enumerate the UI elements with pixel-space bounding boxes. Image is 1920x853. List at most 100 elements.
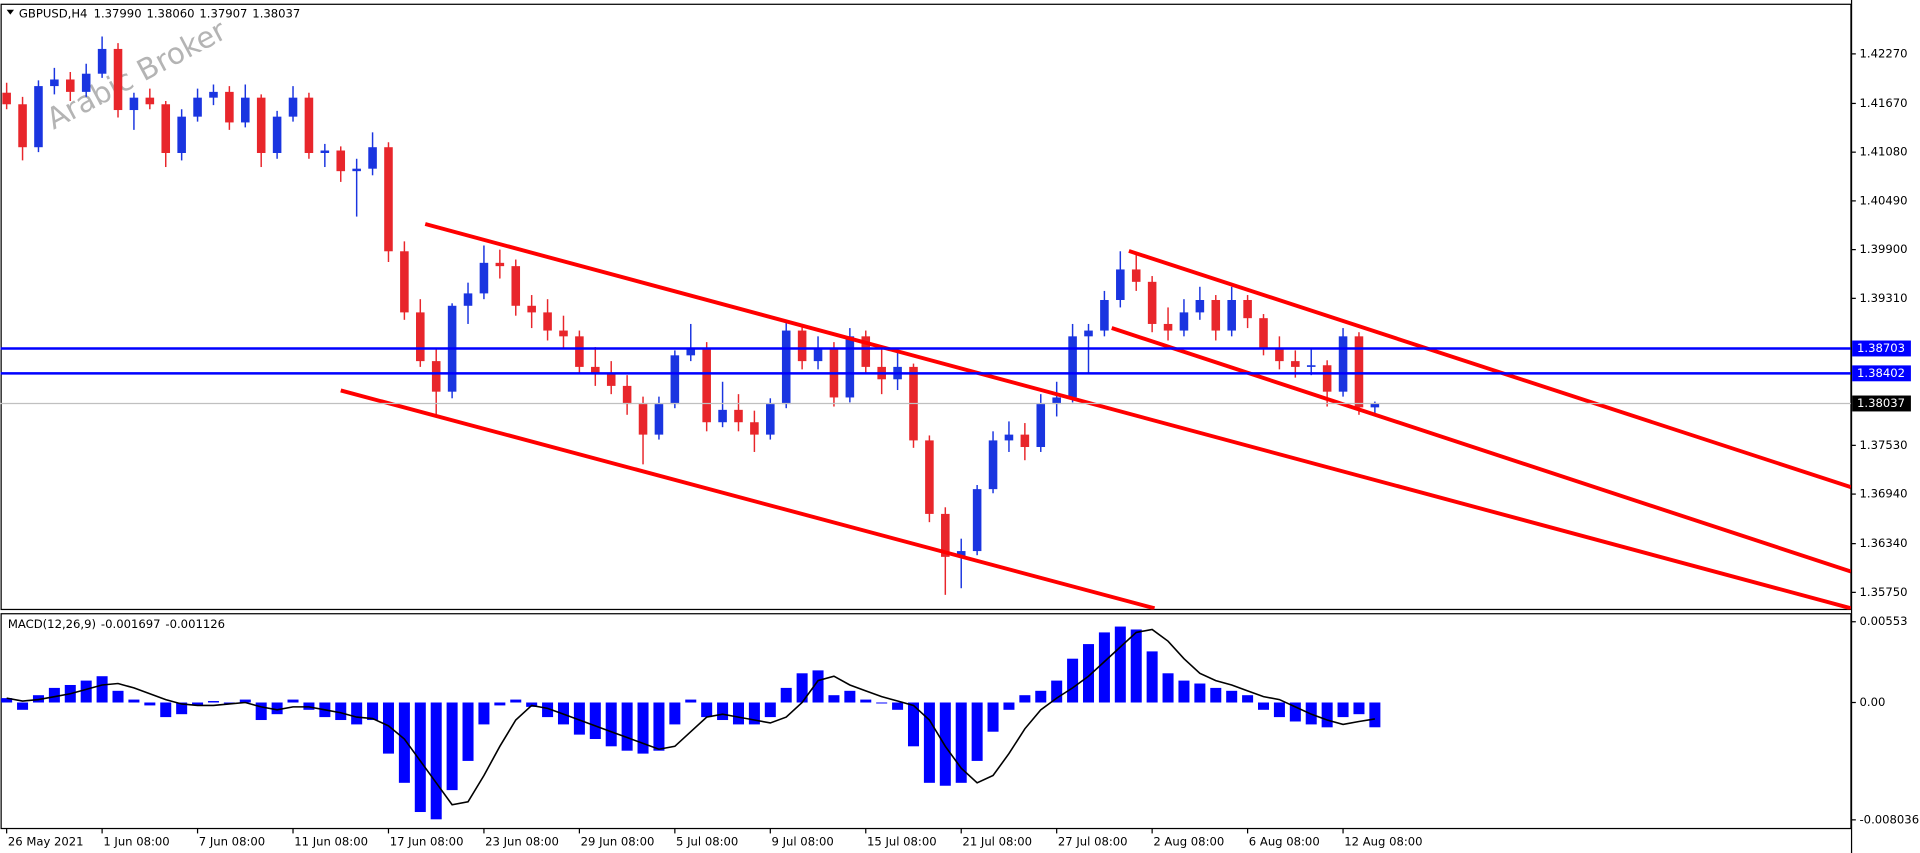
macd-bar (637, 702, 649, 754)
axes: 1.42270 1.41670 1.41080 1.40490 1.39900 1.393… (6, 46, 1920, 848)
candle-body (988, 440, 998, 490)
x-tick-label: 6 Aug 08:00 (1249, 834, 1320, 848)
x-tick-label: 17 Jun 08:00 (390, 834, 464, 848)
candle-body (1052, 397, 1061, 405)
macd-bar (494, 702, 506, 706)
candle-body (256, 97, 266, 153)
candle-body (654, 404, 664, 435)
candle-body (1195, 300, 1205, 313)
macd-bar (1194, 683, 1206, 703)
macd-bar (271, 702, 283, 715)
macd-bar (1067, 658, 1079, 703)
macd-bar (367, 702, 379, 721)
x-tick-label: 2 Aug 08:00 (1153, 834, 1224, 848)
y-tick-label: -0.008036 (1860, 812, 1920, 826)
candle-body (463, 293, 473, 306)
x-tick-label: 1 Jun 08:00 (103, 834, 169, 848)
low-label: 1.37907 (199, 6, 247, 20)
macd-bar (80, 680, 92, 703)
trend-line (424, 222, 1851, 610)
menu-arrow[interactable] (6, 9, 14, 15)
candle-body (606, 373, 616, 386)
candle-body (925, 440, 934, 514)
candle-body (543, 312, 552, 331)
candle-body (1338, 336, 1348, 392)
candle-body (1131, 269, 1141, 282)
y-tick-label: 1.35750 (1860, 585, 1908, 599)
macd-bar (398, 702, 410, 783)
candle-body (686, 348, 696, 356)
candle-body (622, 385, 632, 405)
trend-line (340, 388, 1156, 610)
macd-bar (1051, 680, 1063, 703)
candle-body (2, 92, 11, 105)
candle-body (845, 336, 855, 398)
candle-body (1147, 281, 1157, 324)
candle-body (1259, 318, 1268, 349)
candle-body (781, 330, 791, 405)
candle-body (1004, 434, 1014, 441)
macd-bar (1273, 702, 1285, 718)
macd-bar (1369, 702, 1381, 728)
macd-bar (987, 702, 999, 732)
macd-bar (192, 702, 204, 706)
candle-body (1116, 269, 1125, 301)
macd-plot (1, 626, 1381, 820)
candle-body (50, 79, 59, 87)
candle-body (972, 489, 982, 552)
macd-bar (828, 695, 840, 703)
macd-last: -0.001697 (101, 617, 161, 631)
macd-bar (1337, 702, 1349, 718)
x-tick-label: 9 Jul 08:00 (772, 834, 834, 848)
macd-bar (239, 699, 251, 703)
macd-bar (382, 702, 394, 754)
macd-bar (939, 702, 951, 786)
candle-body (193, 97, 202, 117)
macd-bar (923, 702, 935, 783)
y-tick-label: 1.37530 (1860, 438, 1908, 452)
candle-body (1370, 403, 1380, 408)
x-tick-label: 29 Jun 08:00 (581, 834, 655, 848)
x-tick-label: 15 Jul 08:00 (867, 834, 937, 848)
candle-body (320, 150, 330, 153)
high-label: 1.38060 (146, 6, 194, 20)
macd-bar (160, 702, 172, 718)
macd-bar (717, 702, 729, 721)
signal-line (6, 628, 1375, 806)
macd-bar (335, 702, 347, 721)
main-plot (0, 36, 1851, 610)
candle-body (559, 330, 568, 337)
level-label-box (1852, 365, 1911, 382)
x-tick-label: 12 Aug 08:00 (1344, 834, 1422, 848)
candle-body (209, 91, 218, 98)
macd-bar (764, 702, 776, 718)
candle-body (638, 404, 648, 435)
y-tick-label: 1.41080 (1860, 145, 1908, 159)
macd-bar (669, 702, 681, 725)
candle-body (1227, 300, 1236, 331)
x-tick-label: 7 Jun 08:00 (199, 834, 265, 848)
macd-bar (446, 702, 458, 791)
macd-bar (1146, 651, 1158, 703)
macd-bar (96, 676, 108, 703)
macd-bar (876, 702, 888, 704)
candle-body (1068, 336, 1077, 398)
macd-bar (128, 699, 140, 703)
macd-bar (860, 699, 872, 703)
x-tick-label: 5 Jul 08:00 (676, 834, 738, 848)
candle-body (1291, 361, 1300, 367)
close-label: 1.38037 (252, 6, 300, 20)
macd-bar (478, 702, 490, 725)
macd-bar (430, 702, 442, 820)
macd-bar (780, 687, 792, 703)
macd-bar (1098, 632, 1110, 703)
macd-bar (1082, 644, 1095, 703)
candle-body (1036, 404, 1046, 448)
x-tick-label: 26 May 2021 (8, 834, 84, 848)
candle-body (1084, 330, 1093, 337)
candle-body (956, 551, 966, 557)
candle-body (591, 366, 600, 374)
candle-body (66, 79, 75, 92)
